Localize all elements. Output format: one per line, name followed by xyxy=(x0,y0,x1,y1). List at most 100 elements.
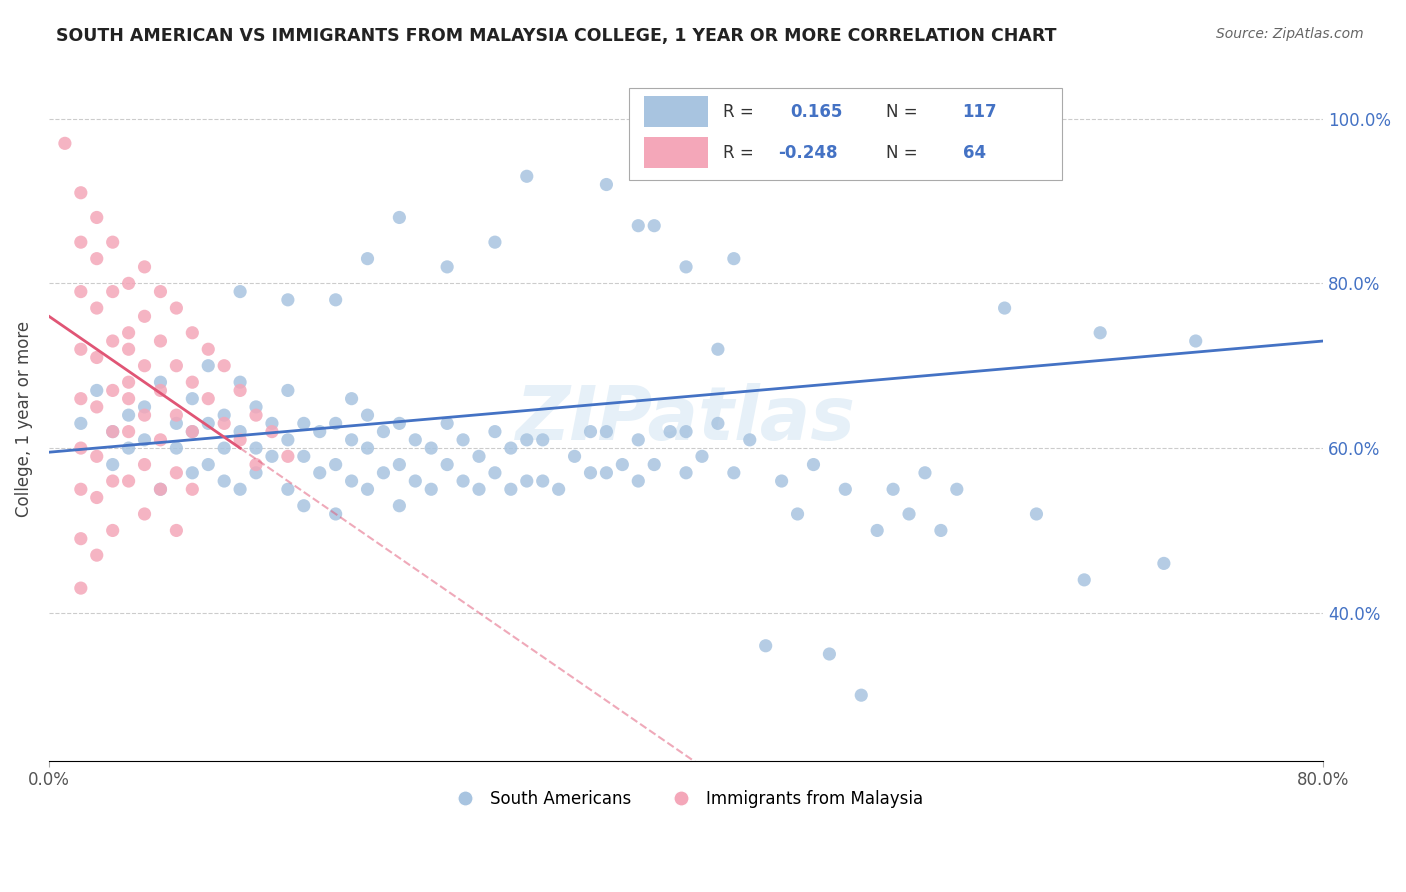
Point xyxy=(149,375,172,389)
Point xyxy=(229,375,252,389)
Point xyxy=(101,458,124,472)
Point xyxy=(388,458,411,472)
Point xyxy=(197,458,219,472)
Point xyxy=(53,136,76,151)
Point xyxy=(499,441,522,455)
FancyBboxPatch shape xyxy=(644,136,707,169)
Point xyxy=(101,285,124,299)
Point xyxy=(723,466,745,480)
Point xyxy=(356,483,378,497)
Point xyxy=(325,417,347,431)
Text: ZIPatlas: ZIPatlas xyxy=(516,383,856,456)
Text: R =: R = xyxy=(723,144,759,161)
Point xyxy=(86,252,108,266)
Point xyxy=(866,524,889,538)
Point xyxy=(69,186,91,200)
Point xyxy=(1153,557,1175,571)
Text: Source: ZipAtlas.com: Source: ZipAtlas.com xyxy=(1216,27,1364,41)
Point xyxy=(308,466,330,480)
Point xyxy=(929,524,952,538)
Point xyxy=(212,408,235,422)
Point xyxy=(69,235,91,249)
Point xyxy=(388,499,411,513)
Point xyxy=(770,474,793,488)
Point xyxy=(260,450,283,464)
Point xyxy=(643,219,665,233)
Point xyxy=(101,524,124,538)
Point xyxy=(564,450,586,464)
Point xyxy=(675,425,697,439)
Point xyxy=(69,581,91,595)
Point xyxy=(579,425,602,439)
Point xyxy=(134,507,156,521)
Point xyxy=(1184,334,1206,348)
Point xyxy=(738,433,761,447)
Point xyxy=(197,417,219,431)
Point xyxy=(436,458,458,472)
Point xyxy=(101,334,124,348)
Point xyxy=(134,433,156,447)
Point xyxy=(292,450,315,464)
Point xyxy=(468,483,491,497)
Point xyxy=(356,408,378,422)
Point xyxy=(197,343,219,357)
Point xyxy=(149,483,172,497)
Point xyxy=(531,474,554,488)
Point xyxy=(181,392,204,406)
Text: N =: N = xyxy=(886,103,922,120)
Point xyxy=(675,466,697,480)
Point xyxy=(134,260,156,274)
Point xyxy=(229,483,252,497)
Point xyxy=(340,433,363,447)
Point xyxy=(277,450,299,464)
Point xyxy=(134,408,156,422)
Point xyxy=(834,483,856,497)
Point xyxy=(436,260,458,274)
Point xyxy=(245,466,267,480)
Point xyxy=(451,474,474,488)
Point xyxy=(86,548,108,562)
Point xyxy=(197,392,219,406)
Point xyxy=(1073,573,1095,587)
Point xyxy=(117,277,139,291)
Y-axis label: College, 1 year or more: College, 1 year or more xyxy=(15,321,32,517)
FancyBboxPatch shape xyxy=(644,96,707,128)
Point xyxy=(627,474,650,488)
Point xyxy=(627,433,650,447)
Point xyxy=(165,301,187,315)
Point xyxy=(755,639,778,653)
Point xyxy=(229,384,252,398)
Point xyxy=(851,688,873,702)
Point xyxy=(165,408,187,422)
Text: 64: 64 xyxy=(963,144,986,161)
Point xyxy=(101,384,124,398)
Point xyxy=(165,359,187,373)
Point xyxy=(86,351,108,365)
Point xyxy=(229,285,252,299)
Point xyxy=(516,474,538,488)
Point xyxy=(325,293,347,307)
Point xyxy=(325,507,347,521)
Point xyxy=(1088,326,1111,340)
Point xyxy=(595,425,617,439)
Point xyxy=(388,211,411,225)
Text: R =: R = xyxy=(723,103,759,120)
Point xyxy=(117,392,139,406)
Point xyxy=(707,343,730,357)
Point xyxy=(531,433,554,447)
Point xyxy=(197,359,219,373)
Point xyxy=(499,483,522,497)
Point xyxy=(149,384,172,398)
Point xyxy=(165,524,187,538)
Point xyxy=(994,301,1017,315)
Point xyxy=(149,285,172,299)
Point xyxy=(117,326,139,340)
Point xyxy=(277,483,299,497)
Point xyxy=(484,235,506,249)
Point xyxy=(277,433,299,447)
Point xyxy=(420,441,443,455)
Point xyxy=(181,483,204,497)
Point xyxy=(86,491,108,505)
Point xyxy=(181,466,204,480)
Point xyxy=(117,425,139,439)
